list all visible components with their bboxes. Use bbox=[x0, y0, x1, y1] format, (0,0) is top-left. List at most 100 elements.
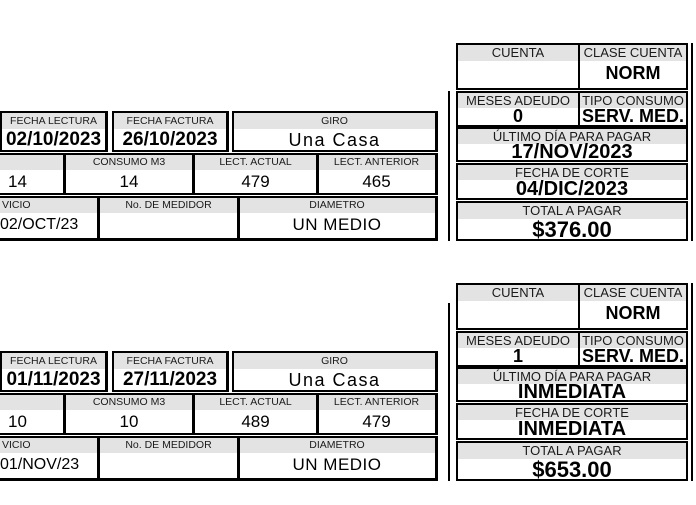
readings-row: CONSUMO M3 LECT. ACTUAL LECT. ANTERIOR 1… bbox=[0, 153, 438, 195]
fecha-corte-value: INMEDIATA bbox=[517, 418, 627, 440]
diametro-value: UN MEDIO bbox=[292, 215, 382, 234]
tipo-consumo-value: SERV. MED. bbox=[581, 106, 685, 126]
fecha-lectura-label: FECHA LECTURA bbox=[10, 355, 97, 367]
consumo-value: 10 bbox=[119, 412, 139, 431]
servicio-label: VICIO bbox=[2, 199, 31, 211]
column-divider bbox=[192, 155, 195, 193]
lect-actual-value: 479 bbox=[241, 172, 270, 191]
cuenta-box: CUENTA CLASE CUENTA NORM bbox=[456, 43, 688, 90]
column-divider bbox=[237, 438, 240, 478]
meses-adeudo-value: 1 bbox=[512, 346, 523, 366]
header-strip bbox=[458, 285, 686, 301]
giro-label: GIRO bbox=[321, 115, 348, 127]
column-divider bbox=[63, 155, 66, 193]
tipo-consumo-label: TIPO CONSUMO bbox=[582, 333, 684, 348]
column-divider bbox=[97, 198, 100, 238]
fecha-factura-value: 26/10/2023 bbox=[122, 129, 218, 150]
header-strip bbox=[2, 113, 105, 129]
cutoff-column-value: 10 bbox=[8, 412, 27, 431]
ultimo-dia-box: ÚLTIMO DÍA PARA PAGAR INMEDIATA bbox=[456, 367, 688, 402]
header-strip bbox=[458, 165, 686, 180]
giro-value: Una Casa bbox=[288, 370, 381, 390]
fecha-lectura-value: 02/10/2023 bbox=[5, 129, 102, 150]
total-label: TOTAL A PAGAR bbox=[522, 443, 622, 458]
header-strip bbox=[0, 155, 435, 170]
meses-adeudo-value: 0 bbox=[512, 106, 523, 126]
giro-cell: GIRO Una Casa bbox=[232, 111, 438, 152]
fecha-lectura-value: 01/11/2023 bbox=[6, 369, 101, 390]
tipo-consumo-value: SERV. MED. bbox=[581, 346, 685, 366]
header-strip bbox=[458, 443, 686, 459]
giro-cell: GIRO Una Casa bbox=[232, 351, 438, 392]
header-strip bbox=[0, 438, 435, 453]
servicio-label: VICIO bbox=[2, 439, 31, 451]
lect-anterior-value: 465 bbox=[362, 172, 391, 191]
total-box: TOTAL A PAGAR $653.00 bbox=[456, 441, 688, 481]
medidor-value bbox=[100, 213, 237, 238]
cuenta-box: CUENTA CLASE CUENTA NORM bbox=[456, 283, 688, 330]
header-strip bbox=[114, 353, 226, 369]
header-strip bbox=[234, 113, 435, 129]
panel-outer-left-border bbox=[448, 91, 450, 241]
servicio-value: 02/OCT/23 bbox=[0, 216, 79, 233]
header-strip bbox=[458, 333, 686, 348]
header-strip bbox=[458, 45, 686, 61]
column-divider bbox=[192, 395, 195, 433]
giro-label: GIRO bbox=[321, 355, 348, 367]
medidor-value bbox=[100, 453, 237, 478]
header-strip bbox=[458, 203, 686, 219]
clase-cuenta-value: NORM bbox=[605, 63, 661, 83]
fecha-factura-label: FECHA FACTURA bbox=[126, 355, 214, 367]
ultimo-dia-value: 17/NOV/2023 bbox=[511, 141, 633, 163]
diametro-label: DIAMETRO bbox=[309, 439, 365, 451]
clase-cuenta-label: CLASE CUENTA bbox=[583, 285, 683, 300]
fecha-factura-cell: FECHA FACTURA 26/10/2023 bbox=[112, 111, 229, 152]
column-divider bbox=[578, 333, 580, 365]
column-divider bbox=[578, 93, 580, 125]
ultimo-dia-box: ÚLTIMO DÍA PARA PAGAR 17/NOV/2023 bbox=[456, 127, 688, 162]
diametro-value: UN MEDIO bbox=[292, 455, 382, 474]
header-strip bbox=[458, 129, 686, 144]
readings-row: CONSUMO M3 LECT. ACTUAL LECT. ANTERIOR 1… bbox=[0, 393, 438, 435]
fecha-lectura-cell: FECHA LECTURA 02/10/2023 bbox=[0, 111, 108, 152]
column-divider bbox=[237, 198, 240, 238]
lect-actual-label: LECT. ACTUAL bbox=[219, 396, 292, 408]
fecha-corte-label: FECHA DE CORTE bbox=[515, 165, 629, 180]
medidor-label: No. DE MEDIDOR bbox=[125, 439, 212, 451]
meter-row: VICIO No. DE MEDIDOR DIAMETRO 02/OCT/23 … bbox=[0, 196, 438, 241]
lect-anterior-label: LECT. ANTERIOR bbox=[333, 396, 420, 408]
column-divider bbox=[316, 155, 319, 193]
lect-actual-value: 489 bbox=[241, 412, 270, 431]
fecha-lectura-label: FECHA LECTURA bbox=[10, 115, 97, 127]
fecha-corte-label: FECHA DE CORTE bbox=[515, 405, 629, 420]
cutoff-column-value: 14 bbox=[8, 172, 27, 191]
header-strip bbox=[114, 113, 226, 129]
servicio-value: 01/NOV/23 bbox=[0, 456, 80, 473]
giro-value: Una Casa bbox=[288, 130, 381, 150]
header-strip bbox=[0, 395, 435, 410]
meses-tipo-box: MESES ADEUDO TIPO CONSUMO 1 SERV. MED. bbox=[456, 331, 688, 367]
meter-row: VICIO No. DE MEDIDOR DIAMETRO 01/NOV/23 … bbox=[0, 436, 438, 481]
fecha-factura-label: FECHA FACTURA bbox=[126, 115, 214, 127]
total-box: TOTAL A PAGAR $376.00 bbox=[456, 201, 688, 241]
column-divider bbox=[316, 395, 319, 433]
panel-outer-right-border bbox=[691, 283, 693, 481]
fecha-corte-box: FECHA DE CORTE INMEDIATA bbox=[456, 403, 688, 440]
cuenta-label: CUENTA bbox=[491, 45, 545, 60]
diametro-label: DIAMETRO bbox=[309, 199, 365, 211]
bill-section-1: FECHA LECTURA 02/10/2023 FECHA FACTURA 2… bbox=[0, 0, 696, 252]
meses-tipo-box: MESES ADEUDO TIPO CONSUMO 0 SERV. MED. bbox=[456, 91, 688, 127]
lect-actual-label: LECT. ACTUAL bbox=[219, 156, 292, 168]
fecha-factura-value: 27/11/2023 bbox=[122, 369, 218, 390]
clase-cuenta-label: CLASE CUENTA bbox=[583, 45, 683, 60]
meses-adeudo-label: MESES ADEUDO bbox=[465, 333, 571, 348]
cuenta-label: CUENTA bbox=[491, 285, 545, 300]
header-strip bbox=[234, 353, 435, 369]
clase-cuenta-value: NORM bbox=[605, 303, 661, 323]
panel-outer-left-border bbox=[448, 303, 450, 481]
column-divider bbox=[578, 45, 580, 88]
total-value: $653.00 bbox=[532, 457, 612, 482]
header-strip bbox=[0, 198, 435, 213]
ultimo-dia-label: ÚLTIMO DÍA PARA PAGAR bbox=[492, 369, 652, 384]
column-divider bbox=[97, 438, 100, 478]
